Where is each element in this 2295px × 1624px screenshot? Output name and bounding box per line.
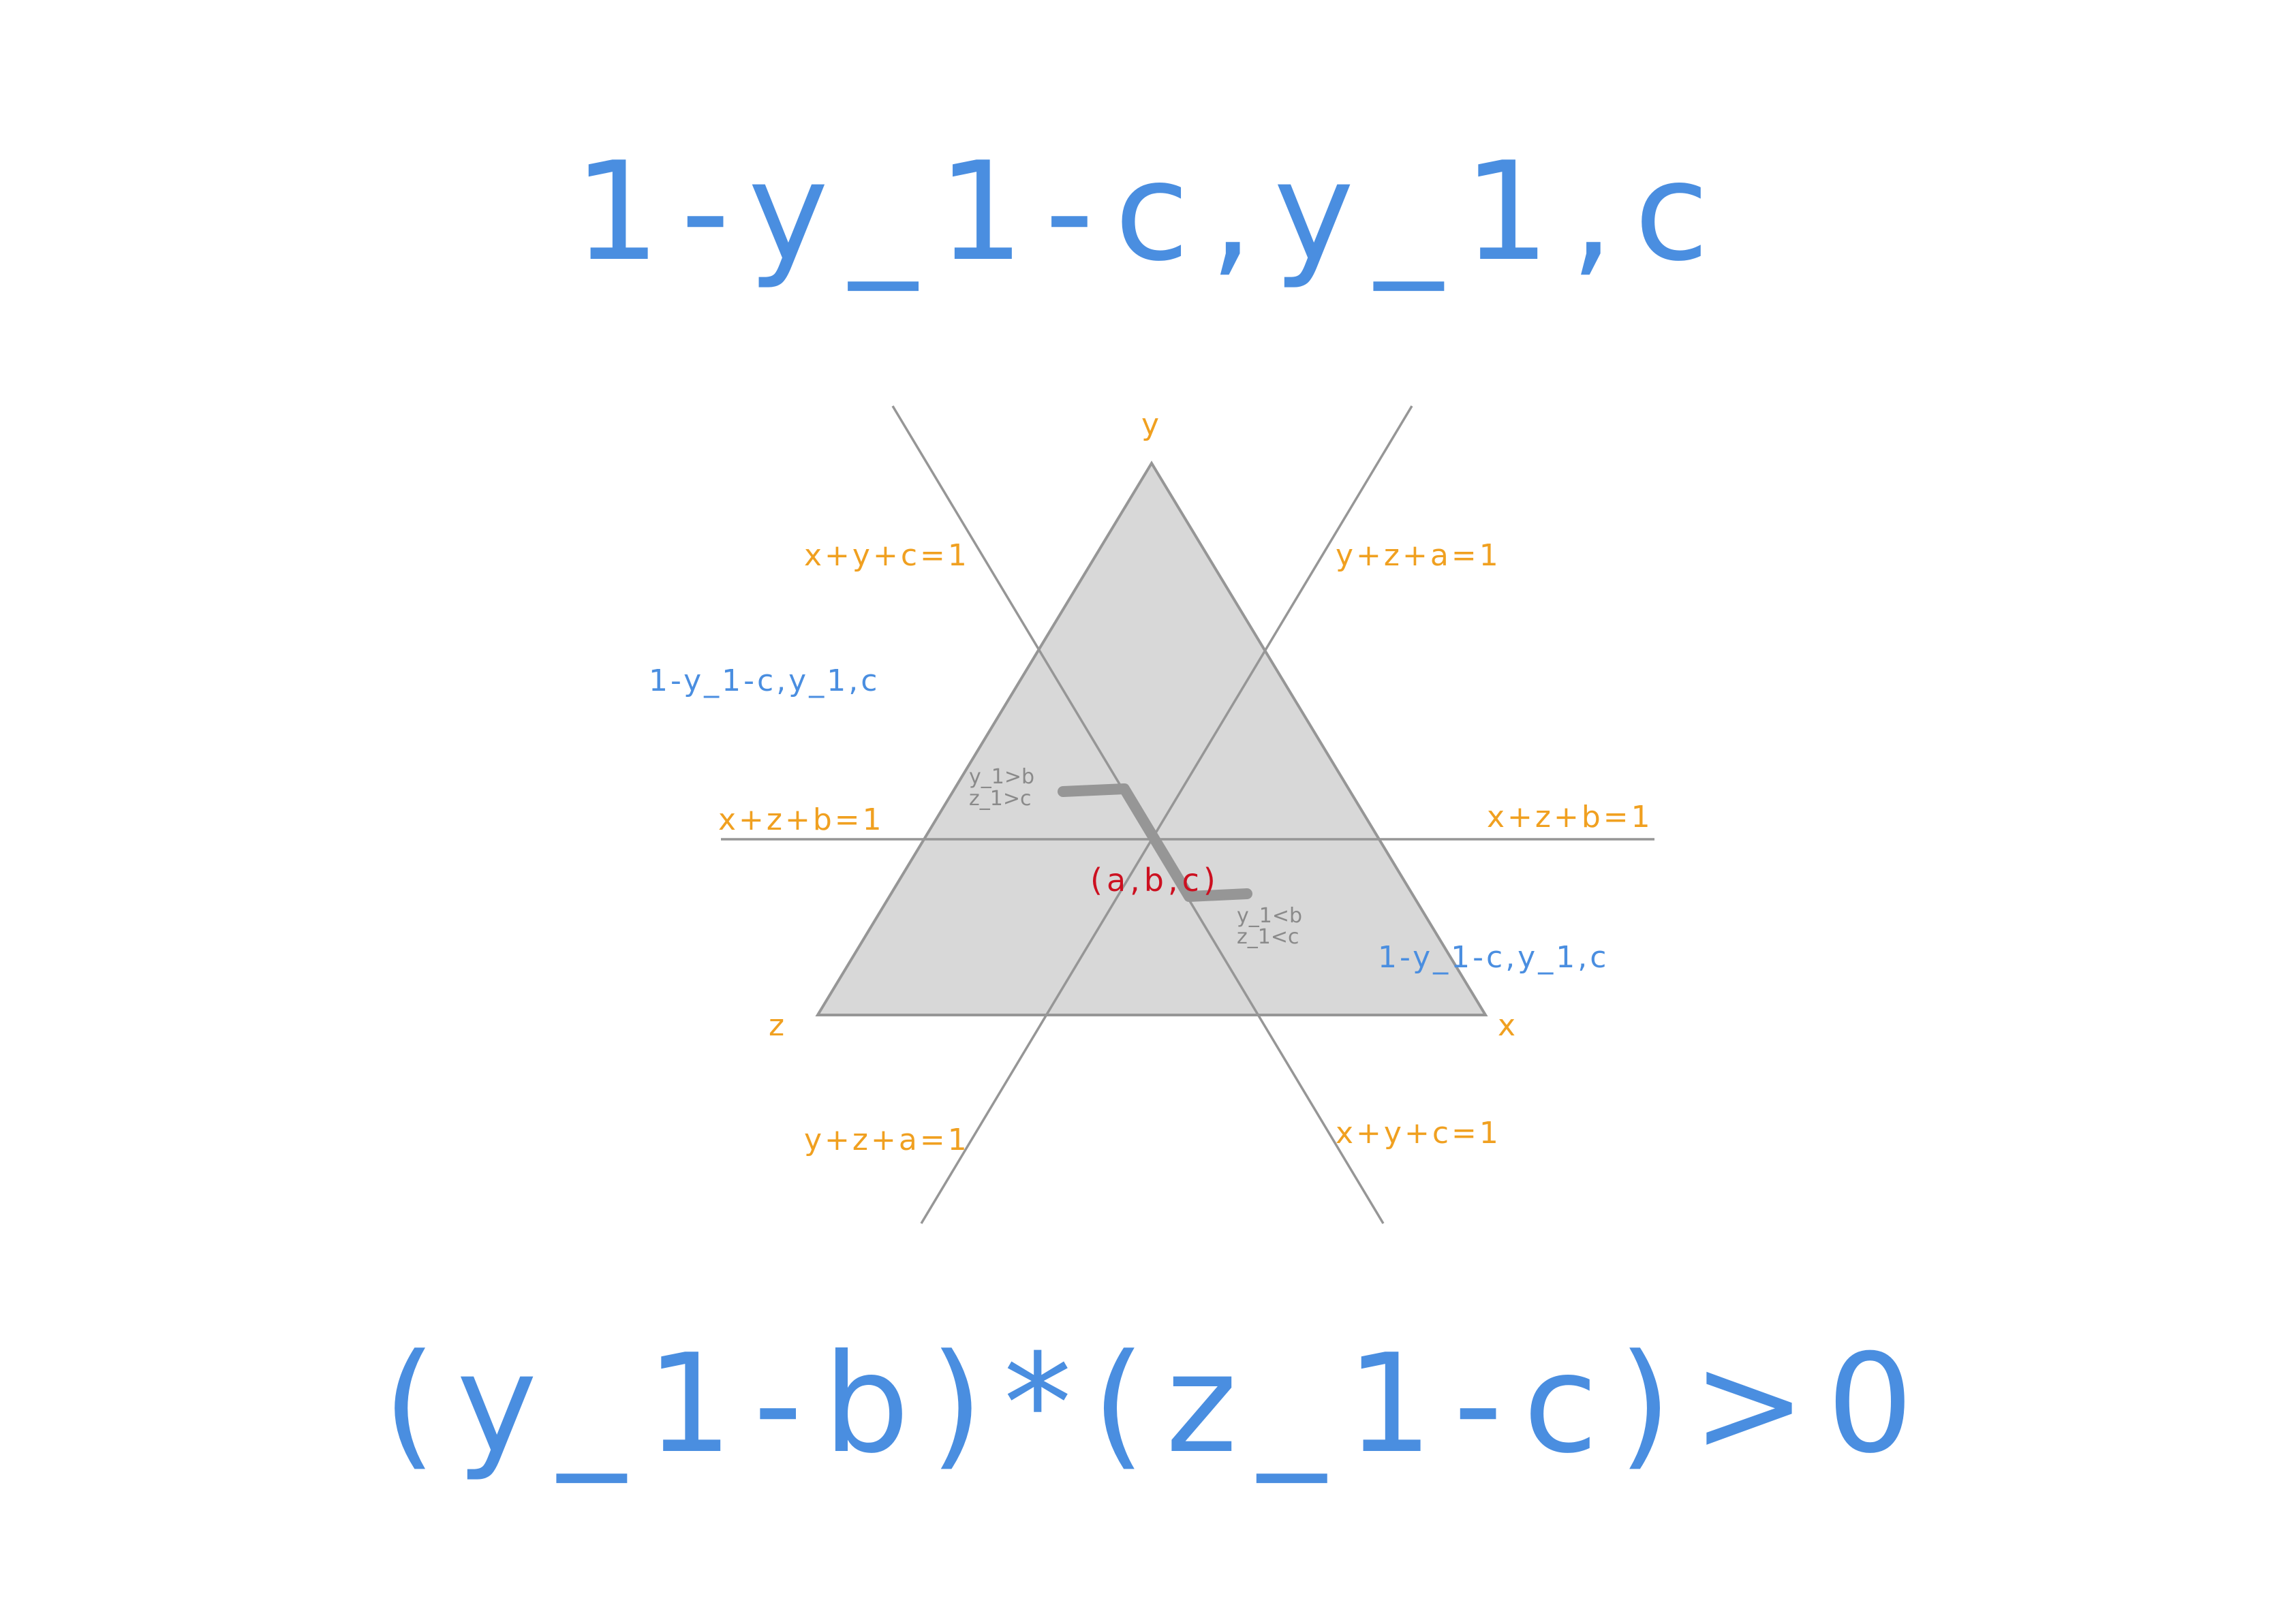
label-xyc-top: x+y+c=1 (804, 538, 970, 573)
line-y-plus-z-plus-a (920, 405, 1413, 1224)
vertex-label-x: x (1498, 1008, 1518, 1043)
bottom-formula: (y_1-b)*(z_1-c)>0 (383, 1325, 1934, 1484)
blue-label-upper-left: 1-y_1-c,y_1,c (649, 663, 880, 698)
condition-upper-2: z_1>c (969, 787, 1031, 811)
vertex-label-z: z (769, 1008, 787, 1043)
condition-lower-1: y_1<b (1237, 904, 1302, 928)
title-expression: 1-y_1-c,y_1,c (574, 133, 1729, 292)
condition-lower-2: z_1<c (1237, 925, 1299, 949)
label-xzb-right: x+z+b=1 (1487, 800, 1653, 834)
label-yza-bottom: y+z+a=1 (804, 1123, 970, 1157)
vertex-label-y: y (1141, 407, 1162, 442)
label-yza-top: y+z+a=1 (1336, 538, 1501, 573)
blue-label-lower-right: 1-y_1-c,y_1,c (1378, 940, 1609, 975)
label-xyc-bottom: x+y+c=1 (1336, 1116, 1501, 1151)
label-xzb-left: x+z+b=1 (718, 802, 884, 837)
simplex-triangle (815, 460, 1488, 1016)
path-through-point (1058, 783, 1252, 902)
condition-upper-1: y_1>b (969, 765, 1034, 789)
point-label: (a,b,c) (1090, 862, 1220, 899)
